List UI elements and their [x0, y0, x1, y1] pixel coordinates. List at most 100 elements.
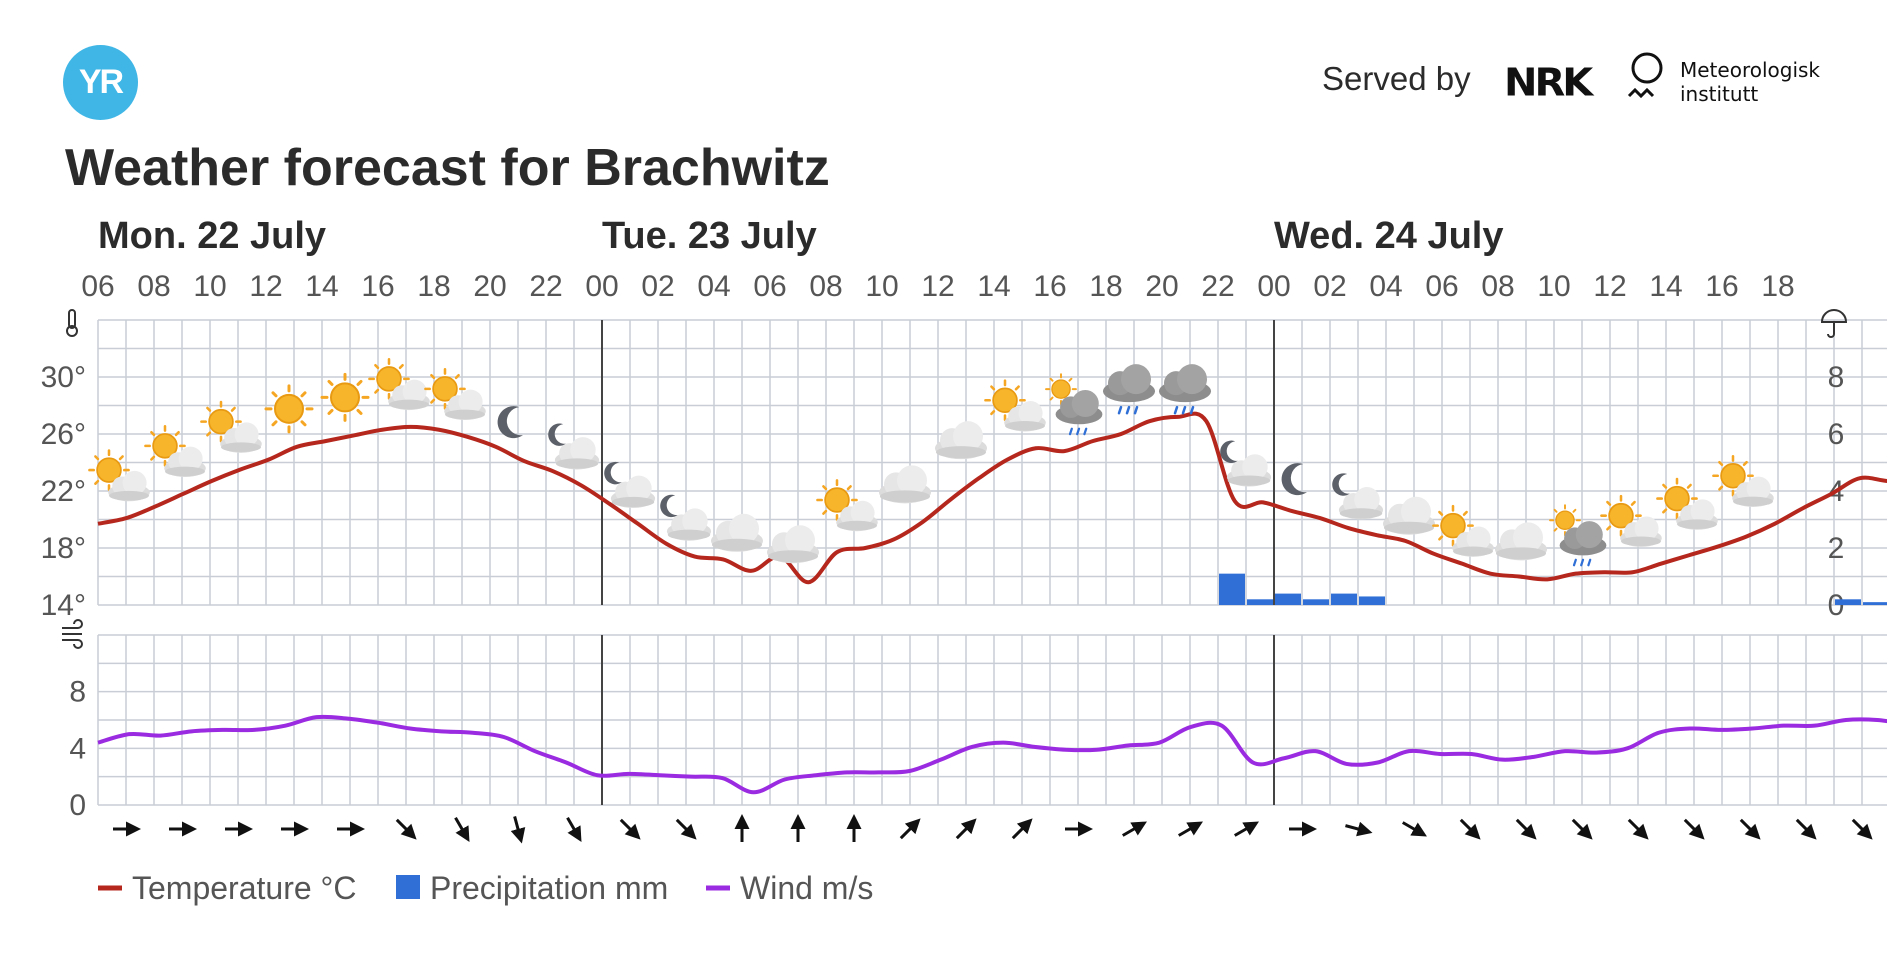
hour-tick-label: 06 [753, 270, 786, 303]
cloud-icon [1495, 522, 1547, 561]
cloud-icon [1383, 496, 1435, 535]
wind-arrow-icon [955, 818, 977, 840]
yr-logo[interactable]: YR [63, 45, 138, 120]
nrk-logo[interactable]: NRK [1504, 61, 1593, 105]
precipitation-bar [1247, 599, 1273, 605]
cloud-icon [879, 465, 931, 504]
wind-line [97, 714, 1887, 795]
met-institute-logo[interactable]: Meteorologisk institutt [1680, 58, 1820, 106]
wind-axis: 0 4 8 [69, 676, 86, 822]
sun-rain-cloud-icon [1550, 505, 1606, 565]
hour-tick-label: 10 [1537, 270, 1570, 303]
hour-tick-label: 16 [361, 270, 394, 303]
precipitation-tick-label: 2 [1828, 532, 1845, 565]
wind-tick-label: 0 [69, 789, 86, 822]
precipitation-bar [1835, 599, 1861, 605]
hour-tick-label: 00 [585, 270, 618, 303]
met-line1: Meteorologisk [1680, 58, 1821, 82]
legend-temperature[interactable]: Temperature °C [98, 870, 356, 906]
legend-wind-label: Wind m/s [740, 870, 873, 906]
hour-tick-label: 12 [921, 270, 954, 303]
wind-arrow-icon [619, 818, 641, 840]
wind-arrow-icon [1121, 821, 1147, 837]
hour-tick-label: 20 [473, 270, 506, 303]
sun-rain-cloud-icon [1046, 374, 1102, 434]
precipitation-tick-label: 6 [1828, 418, 1845, 451]
wind-direction-arrows [113, 814, 1873, 844]
legend-temperature-label: Temperature °C [132, 870, 356, 906]
hour-tick-label: 10 [865, 270, 898, 303]
chart-grid [97, 319, 1887, 806]
temperature-tick-label: 18° [41, 532, 86, 565]
precipitation-bar [1275, 593, 1301, 605]
wind-arrow-icon [1683, 818, 1705, 840]
hour-tick-label: 14 [305, 270, 338, 303]
hour-tick-label: 10 [193, 270, 226, 303]
hour-tick-label: 02 [641, 270, 674, 303]
day-label: Wed. 24 July [1274, 215, 1504, 257]
temperature-tick-label: 22° [41, 475, 86, 508]
wind-arrow-icon [675, 818, 697, 840]
wind-arrow-icon [1515, 818, 1537, 840]
wind-arrow-icon [1795, 818, 1817, 840]
hour-tick-label: 06 [1425, 270, 1458, 303]
page-title: Weather forecast for Brachwitz [65, 139, 830, 197]
temperature-line [97, 411, 1887, 585]
wind-arrow-icon [1401, 821, 1427, 837]
wind-arrow-icon [1459, 818, 1481, 840]
temperature-tick-label: 30° [41, 361, 86, 394]
forecast-chart: Mon. 22 July Tue. 23 July Wed. 24 July 06 0… [41, 215, 1887, 906]
precipitation-bar [1219, 573, 1245, 605]
wind-arrow-icon [395, 818, 417, 840]
hour-tick-label: 12 [249, 270, 282, 303]
thermometer-icon [66, 309, 78, 337]
wind-arrow-icon [1571, 818, 1593, 840]
legend-wind[interactable]: Wind m/s [706, 870, 873, 906]
precipitation-bar [1331, 593, 1357, 605]
temperature-axis: 14° 18° 22° 26° 30° [41, 361, 86, 622]
precipitation-bar [1359, 596, 1385, 605]
cloud-icon [767, 525, 819, 564]
hour-tick-label: 08 [137, 270, 170, 303]
sun-icon [264, 384, 314, 434]
hour-tick-label: 16 [1033, 270, 1066, 303]
hour-tick-label: 18 [1761, 270, 1794, 303]
wind-arrow-icon [454, 816, 470, 842]
wind-arrow-icon [1011, 818, 1033, 840]
legend-precipitation-label: Precipitation mm [430, 870, 668, 906]
hour-tick-label: 18 [1089, 270, 1122, 303]
hour-tick-label: 16 [1705, 270, 1738, 303]
precipitation-bar [1863, 602, 1887, 605]
hour-tick-label: 12 [1593, 270, 1626, 303]
hour-tick-label: 00 [1257, 270, 1290, 303]
hour-tick-label: 22 [1201, 270, 1234, 303]
wind-arrow-icon [1345, 821, 1373, 837]
precipitation-bars [1219, 573, 1887, 605]
wind-arrow-icon [510, 816, 526, 844]
wind-icon [62, 619, 83, 649]
legend-precipitation[interactable]: Precipitation mm [396, 870, 668, 906]
hour-tick-labels: 06 08 10 12 14 16 18 20 22 00 02 04 06 08 10 12 14 16 18 20… [81, 270, 1794, 303]
met-institute-icon [1627, 52, 1663, 99]
wind-arrow-icon [1177, 821, 1203, 837]
wind-arrow-icon [1851, 818, 1873, 840]
hour-tick-label: 22 [529, 270, 562, 303]
day-label: Mon. 22 July [98, 215, 326, 257]
met-line2: institutt [1680, 82, 1759, 106]
hour-tick-label: 14 [977, 270, 1010, 303]
hour-tick-label: 06 [81, 270, 114, 303]
hour-tick-label: 20 [1145, 270, 1178, 303]
wind-arrow-icon [1233, 821, 1259, 837]
day-label: Tue. 23 July [602, 215, 817, 257]
wind-tick-label: 8 [69, 676, 86, 709]
hour-tick-label: 18 [417, 270, 450, 303]
wind-arrow-icon [1627, 818, 1649, 840]
served-by-label: Served by [1322, 60, 1471, 97]
legend: Temperature °C Precipitation mm Wind m/s [98, 870, 873, 906]
umbrella-icon [1820, 309, 1848, 338]
hour-tick-label: 08 [1481, 270, 1514, 303]
hour-tick-label: 14 [1649, 270, 1682, 303]
cloud-icon [935, 421, 987, 460]
precipitation-tick-label: 8 [1828, 361, 1845, 394]
